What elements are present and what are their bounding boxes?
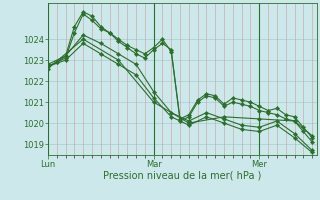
X-axis label: Pression niveau de la mer( hPa ): Pression niveau de la mer( hPa )	[103, 171, 261, 181]
